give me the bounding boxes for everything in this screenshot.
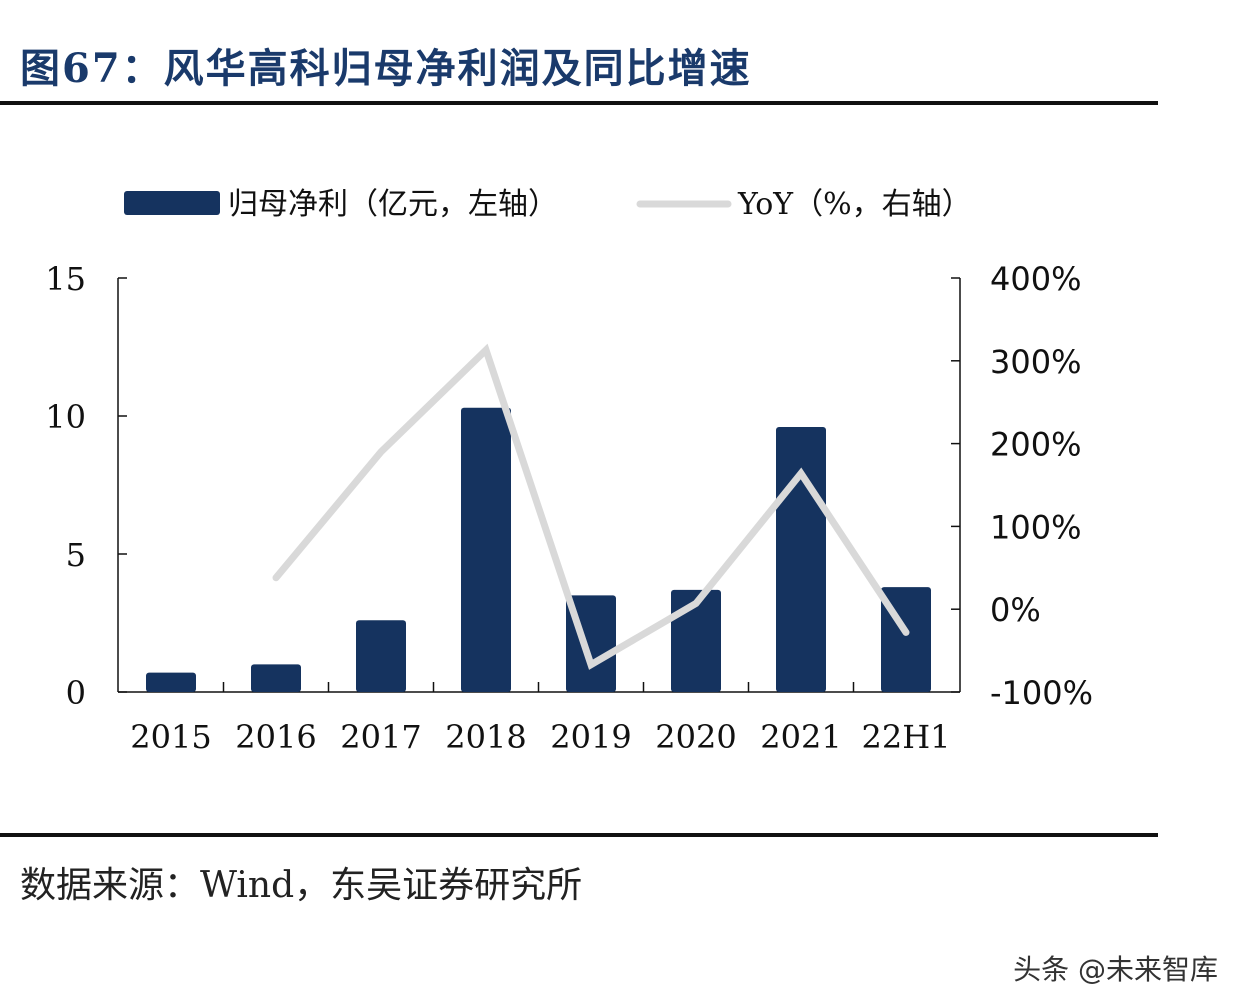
left-tick-label: 10 — [45, 398, 86, 436]
bar-2021 — [776, 427, 826, 692]
bar-2020 — [671, 589, 721, 692]
left-tick-label: 0 — [66, 674, 86, 712]
top-rule — [0, 101, 1158, 105]
x-tick-label: 22H1 — [862, 718, 951, 756]
right-tick-label: 0% — [990, 591, 1041, 629]
x-tick-label: 2016 — [235, 718, 316, 756]
legend-swatch-bar — [124, 191, 220, 215]
legend-label-line: YoY（%，右轴） — [737, 187, 972, 222]
left-tick-label: 5 — [66, 536, 86, 574]
source-note: 数据来源：Wind，东吴证券研究所 — [20, 865, 583, 906]
right-tick-label: 200% — [990, 426, 1081, 464]
right-tick-label: 400% — [990, 260, 1081, 298]
figure-title: 图67：风华高科归母净利润及同比增速 — [20, 45, 752, 92]
watermark: 头条 @未来智库 — [1013, 953, 1218, 986]
legend-label-bar: 归母净利（亿元，左轴） — [228, 187, 558, 222]
bottom-rule — [0, 833, 1158, 837]
x-tick-label: 2018 — [445, 718, 526, 756]
bar-2015 — [146, 672, 196, 692]
bar-2016 — [251, 664, 301, 692]
bar-2017 — [356, 620, 406, 692]
x-tick-label: 2015 — [130, 718, 211, 756]
right-tick-label: 100% — [990, 508, 1081, 546]
right-tick-label: 300% — [990, 343, 1081, 381]
right-tick-label: -100% — [990, 674, 1093, 712]
x-tick-label: 2020 — [655, 718, 736, 756]
x-tick-label: 2017 — [340, 718, 421, 756]
x-tick-label: 2019 — [550, 718, 631, 756]
x-tick-label: 2021 — [760, 718, 841, 756]
bar-2018 — [461, 407, 511, 692]
left-tick-label: 15 — [45, 260, 86, 298]
